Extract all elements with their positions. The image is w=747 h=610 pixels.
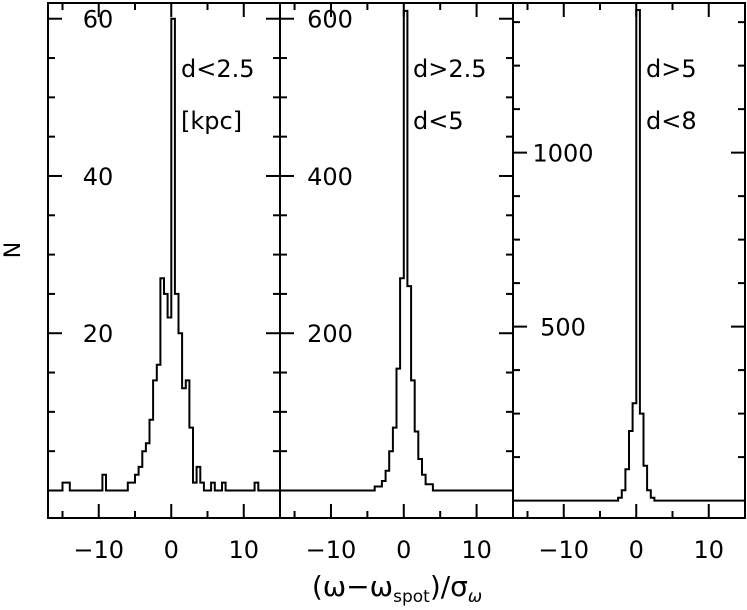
panels-layer: −10 0 10 20 40 60 d<2.5 [kpc] −10 0 10 200 400 600 d>2… [47,2,746,564]
panel-1: −10 0 10 20 40 60 d<2.5 [kpc] [47,2,281,564]
x-tick-label: 0 [396,536,411,564]
panel-frame [512,2,746,519]
y-tick-label: 60 [83,6,114,34]
y-tick-label: 1000 [532,140,593,168]
panel-annotation: d<2.5 [181,55,255,83]
x-tick-label: −10 [538,536,589,564]
panel-annotation: d<8 [646,107,697,135]
histogram-series [280,9,513,492]
histogram-series [513,9,745,502]
y-tick-label: 500 [540,314,586,342]
panel-2: −10 0 10 200 400 600 d>2.5 d<5 [279,2,514,564]
x-tick-label: 0 [164,536,179,564]
x-axis-label-main: (ω−ω [312,570,393,603]
panel-annotation: d>2.5 [413,55,487,83]
y-tick-label: 600 [307,6,353,34]
x-tick-label: 10 [228,536,259,564]
y-tick-label: 20 [83,320,114,348]
x-tick-label: 0 [629,536,644,564]
x-tick-label: −10 [73,536,124,564]
panel-annotation: d>5 [646,55,697,83]
y-tick-label: 40 [83,163,114,191]
x-tick-label: 10 [693,536,724,564]
y-tick-label: 400 [307,163,353,191]
panel-annotation: [kpc] [181,107,242,135]
x-axis-label-tail: )/σ [430,570,468,603]
x-tick-label: −10 [306,536,357,564]
x-tick-label: 10 [461,536,492,564]
x-axis-label: (ω−ωspot)/σω [312,570,482,607]
y-axis-label: N [1,242,26,258]
y-tick-label: 200 [307,320,353,348]
panel-annotation: d<5 [413,107,464,135]
panel-3: −10 0 10 500 1000 d>5 d<8 [512,2,746,564]
histogram-series [48,17,280,492]
x-axis-label-tail-sub: ω [468,587,482,607]
x-axis-label-sub: spot [393,587,430,607]
